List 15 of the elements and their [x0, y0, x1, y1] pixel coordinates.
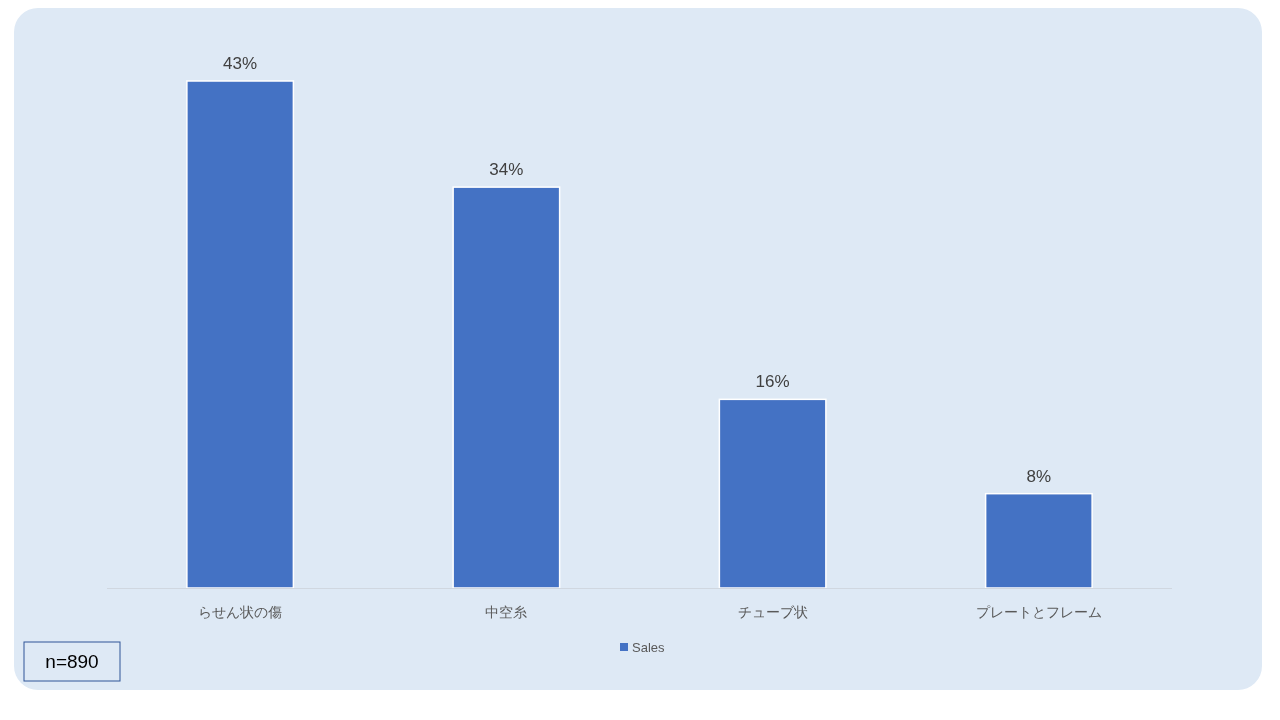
data-label: 43%: [223, 54, 258, 73]
legend-label: Sales: [632, 640, 666, 655]
bar: [452, 186, 561, 589]
bar: [186, 80, 295, 589]
data-label: 16%: [755, 372, 790, 392]
x-tick-label: 中空糸: [485, 604, 528, 620]
data-label: 8%: [1026, 466, 1052, 486]
bar: [984, 492, 1093, 589]
bar: [718, 398, 827, 589]
x-tick-label: らせん状の傷: [198, 604, 283, 620]
legend: Sales: [620, 640, 665, 655]
x-tick-label: プレートとフレーム: [975, 604, 1102, 620]
data-label: 34%: [489, 160, 524, 180]
annotation: n=890: [23, 641, 121, 682]
x-tick-label: チューブ状: [737, 604, 808, 620]
